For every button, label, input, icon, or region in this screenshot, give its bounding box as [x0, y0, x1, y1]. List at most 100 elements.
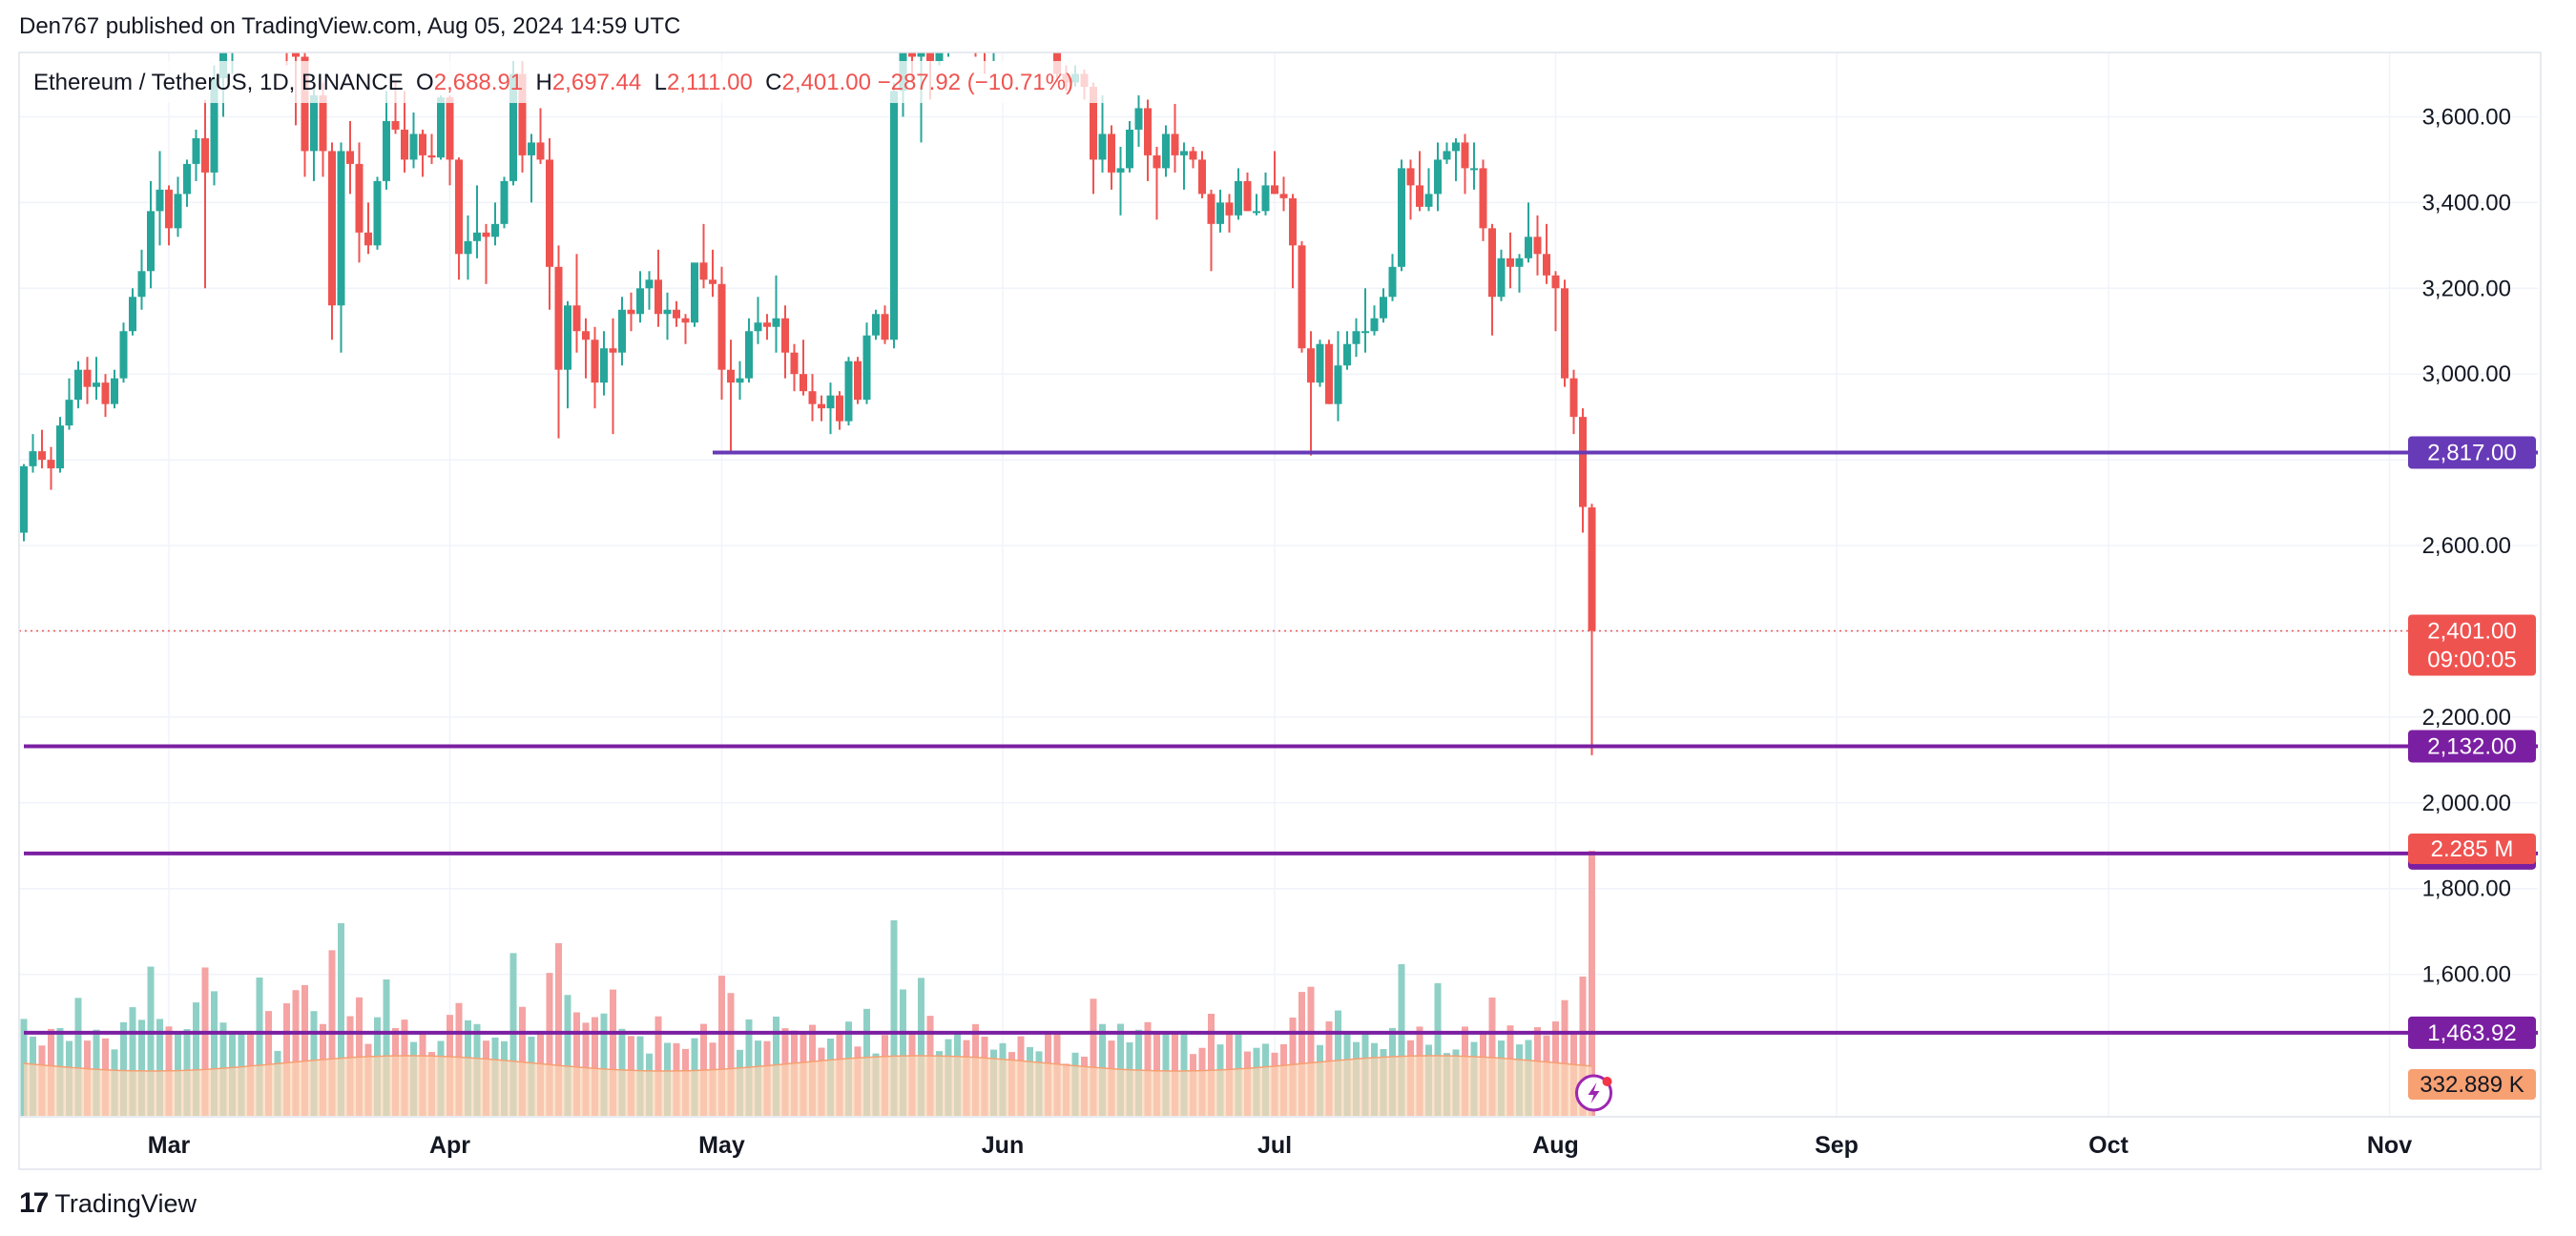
candle-body — [1488, 228, 1496, 298]
tradingview-logo[interactable]: 17 TradingView — [19, 1187, 197, 1220]
price-axis[interactable]: 1,600.00 1,800.00 2,000.00 2,200.00 2,600.00… — [2408, 104, 2536, 1100]
time-tick-label: Sep — [1815, 1132, 1859, 1159]
candle-body — [554, 266, 563, 370]
candle-body — [691, 262, 698, 323]
alert-icon[interactable] — [1575, 1074, 1612, 1112]
volume-bar — [201, 967, 209, 1116]
candle-body — [808, 391, 817, 404]
candle-body — [1243, 180, 1252, 212]
candle-body — [572, 305, 581, 332]
candle-body — [1279, 194, 1288, 198]
candle-body — [1225, 202, 1234, 216]
candle-body — [781, 318, 789, 353]
candle-body — [1497, 258, 1506, 298]
candle-body — [500, 180, 509, 224]
candle-body — [582, 331, 590, 340]
candle-body — [83, 369, 92, 387]
candle-body — [229, 23, 237, 52]
legend-h-label: H — [535, 70, 551, 95]
volume-bar — [338, 923, 344, 1116]
candle-body — [174, 194, 182, 229]
price-tick-label: 2,600.00 — [2422, 533, 2511, 559]
candle-body — [65, 400, 73, 426]
candle-body — [727, 369, 735, 383]
candle-body — [600, 348, 608, 383]
candle-body — [409, 134, 418, 160]
candle-body — [38, 451, 46, 461]
candle-body — [564, 305, 571, 370]
candle-body — [1008, 27, 1016, 39]
candle-body — [1325, 343, 1333, 404]
candle-body — [872, 314, 880, 336]
volume-bar — [555, 943, 562, 1116]
legend-o-value: 2,688.91 — [434, 70, 536, 95]
candle-body — [1098, 134, 1107, 160]
candle-body — [981, 44, 988, 52]
candle-body — [518, 73, 527, 155]
candle-body — [754, 322, 762, 332]
volume-bar — [301, 984, 308, 1116]
level-label: 1,463.92 — [2427, 1020, 2516, 1046]
candle-body — [836, 395, 843, 422]
candle-body — [1343, 343, 1351, 366]
candle-body — [1424, 194, 1433, 207]
time-tick-label: May — [698, 1132, 745, 1159]
candle-body — [1253, 211, 1260, 214]
candle-body — [238, 0, 245, 23]
volume-bar — [1208, 1014, 1215, 1116]
volume-bar — [292, 990, 300, 1116]
time-axis[interactable]: Mar Apr May Jun Jul Aug Sep Oct Nov — [148, 1132, 2412, 1159]
candle-body — [1525, 237, 1532, 258]
candle-body — [1180, 151, 1188, 155]
price-tick-label: 2,200.00 — [2422, 705, 2511, 731]
candle-body — [1533, 237, 1542, 255]
candle-body — [1189, 151, 1197, 160]
candle-body — [1090, 86, 1097, 160]
candle-body — [56, 425, 64, 469]
candle-body — [1108, 134, 1115, 173]
volume-bar — [610, 989, 616, 1116]
candle-body — [137, 271, 146, 298]
candle-body — [826, 395, 835, 409]
time-tick-label: Nov — [2367, 1132, 2412, 1159]
candle-body — [1216, 202, 1224, 224]
candle-body — [29, 451, 37, 466]
candle-body — [1134, 108, 1143, 130]
volume-bar — [1434, 982, 1442, 1116]
volume-bar — [900, 989, 906, 1116]
candle-body — [1461, 142, 1469, 169]
tradingview-logo-text: TradingView — [54, 1188, 197, 1218]
candle-body — [546, 159, 553, 267]
volume-bar — [138, 1020, 145, 1116]
price-tick-label: 3,000.00 — [2422, 361, 2511, 387]
ohlc-legend: Ethereum / TetherUS, 1D, BINANCE O2,688.… — [25, 61, 1122, 103]
candle-body — [419, 134, 426, 155]
level-badge — [2408, 1016, 2536, 1049]
candle-body — [292, 52, 300, 57]
candle-body — [47, 460, 55, 469]
candle-body — [383, 120, 390, 181]
candle-body — [1561, 288, 1568, 379]
candle-body — [1116, 168, 1125, 173]
price-tick-label: 1,600.00 — [2422, 962, 2511, 988]
candle-body — [20, 465, 28, 533]
horizontal-levels[interactable] — [19, 450, 2538, 1035]
volume-bar — [1298, 992, 1305, 1116]
level-label: 2,132.00 — [2427, 733, 2516, 759]
candle-body — [954, 0, 962, 18]
volume-bar — [156, 1019, 163, 1116]
candle-body — [192, 137, 200, 164]
volume-bar — [147, 966, 155, 1116]
volume-bar — [573, 1012, 580, 1116]
candle-body — [818, 403, 825, 409]
price-tick-label: 2,000.00 — [2422, 791, 2511, 816]
candle-body — [1017, 40, 1025, 44]
candle-body — [1035, 6, 1043, 27]
volume-bar — [1579, 977, 1587, 1116]
candle-body — [437, 97, 445, 158]
candle-body — [881, 314, 889, 340]
candle-body — [1235, 180, 1242, 216]
volume-bar — [1589, 851, 1595, 1116]
legend-c-label: C — [765, 70, 781, 95]
